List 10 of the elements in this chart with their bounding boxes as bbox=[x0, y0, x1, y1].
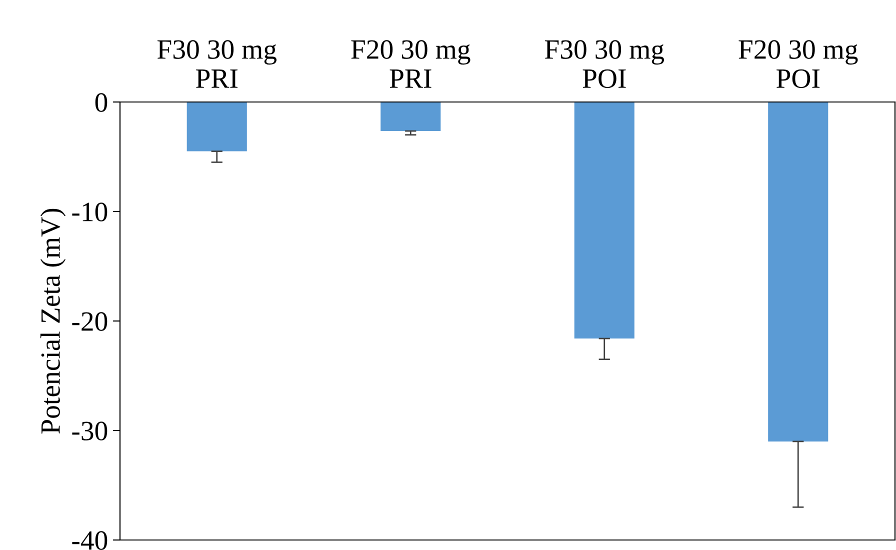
x-tick-label: F20 30 mg POI bbox=[738, 40, 858, 88]
y-tick-label: -30 bbox=[72, 422, 108, 440]
x-tick-label: F20 30 mg PRI bbox=[351, 40, 470, 88]
y-tick-label: -20 bbox=[72, 312, 108, 331]
y-tick-label: -10 bbox=[72, 202, 108, 222]
x-tick-label: F30 30 mg POI bbox=[544, 40, 664, 88]
y-axis-title: Potencial Zeta (mV) bbox=[40, 208, 66, 434]
x-tick-label: F30 30 mg PRI bbox=[157, 40, 277, 88]
y-tick-label: -40 bbox=[72, 531, 108, 550]
y-tick-label: 0 bbox=[95, 93, 108, 112]
